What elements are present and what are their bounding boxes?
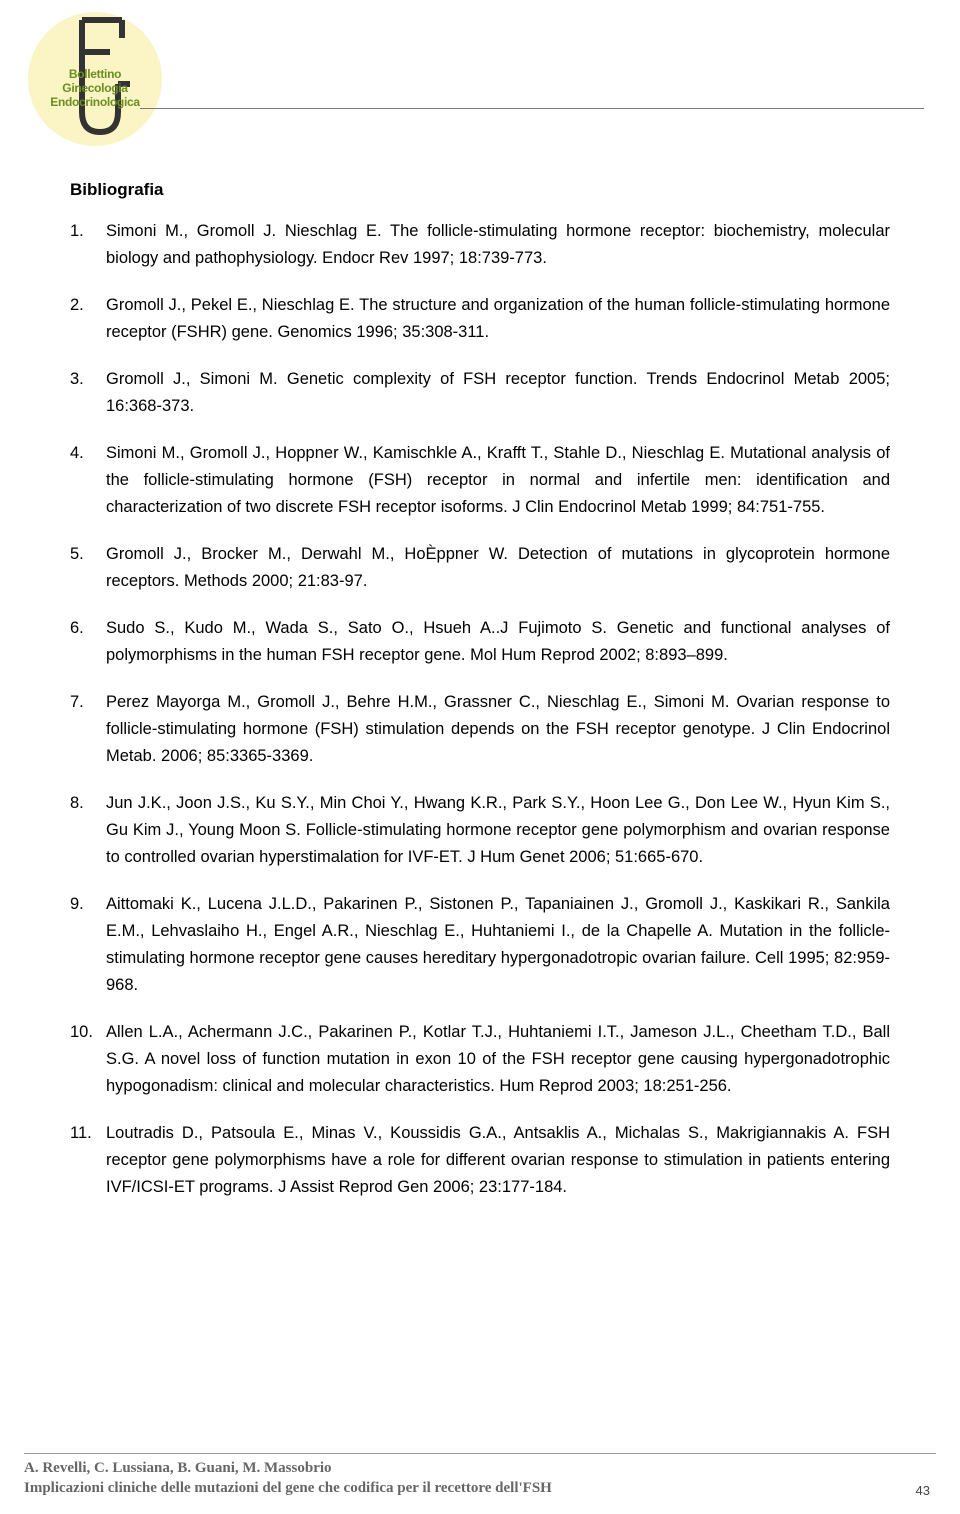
footer-title: Implicazioni cliniche delle mutazioni de… (24, 1478, 936, 1498)
journal-logo: Bollettino Ginecologia Endocrinologica (28, 12, 162, 146)
bibliography-item: 5.Gromoll J., Brocker M., Derwahl M., Ho… (70, 541, 890, 595)
content: Bibliografia 1.Simoni M., Gromoll J. Nie… (70, 180, 890, 1201)
item-text: Loutradis D., Patsoula E., Minas V., Kou… (106, 1124, 890, 1196)
logo-line2: Ginecologia (62, 81, 127, 95)
item-text: Gromoll J., Pekel E., Nieschlag E. The s… (106, 296, 890, 341)
logo-text: Bollettino Ginecologia Endocrinologica (28, 67, 162, 109)
item-text: Gromoll J., Brocker M., Derwahl M., HoÈp… (106, 545, 890, 590)
item-number: 1. (70, 218, 100, 245)
item-text: Simoni M., Gromoll J., Hoppner W., Kamis… (106, 444, 890, 516)
bibliography-item: 11.Loutradis D., Patsoula E., Minas V., … (70, 1120, 890, 1201)
item-number: 4. (70, 440, 100, 467)
page-number: 43 (916, 1483, 930, 1498)
item-number: 7. (70, 689, 100, 716)
bibliography-item: 3.Gromoll J., Simoni M. Genetic complexi… (70, 366, 890, 420)
bibliography-item: 6.Sudo S., Kudo M., Wada S., Sato O., Hs… (70, 615, 890, 669)
item-text: Aittomaki K., Lucena J.L.D., Pakarinen P… (106, 895, 890, 994)
item-number: 2. (70, 292, 100, 319)
bibliography-list: 1.Simoni M., Gromoll J. Nieschlag E. The… (70, 218, 890, 1201)
item-number: 6. (70, 615, 100, 642)
bibliography-item: 10.Allen L.A., Achermann J.C., Pakarinen… (70, 1019, 890, 1100)
item-text: Jun J.K., Joon J.S., Ku S.Y., Min Choi Y… (106, 794, 890, 866)
item-text: Perez Mayorga M., Gromoll J., Behre H.M.… (106, 693, 890, 765)
footer-rule (24, 1453, 936, 1454)
item-number: 5. (70, 541, 100, 568)
bibliography-item: 2.Gromoll J., Pekel E., Nieschlag E. The… (70, 292, 890, 346)
bibliography-item: 4.Simoni M., Gromoll J., Hoppner W., Kam… (70, 440, 890, 521)
item-text: Sudo S., Kudo M., Wada S., Sato O., Hsue… (106, 619, 890, 664)
item-number: 3. (70, 366, 100, 393)
footer-authors: A. Revelli, C. Lussiana, B. Guani, M. Ma… (24, 1458, 936, 1478)
bibliography-item: 8.Jun J.K., Joon J.S., Ku S.Y., Min Choi… (70, 790, 890, 871)
header-rule (140, 108, 924, 109)
item-text: Simoni M., Gromoll J. Nieschlag E. The f… (106, 222, 890, 267)
item-number: 10. (70, 1019, 100, 1046)
footer: A. Revelli, C. Lussiana, B. Guani, M. Ma… (24, 1453, 936, 1498)
item-number: 11. (70, 1120, 100, 1147)
page: Bollettino Ginecologia Endocrinologica B… (0, 0, 960, 1514)
bibliography-item: 7.Perez Mayorga M., Gromoll J., Behre H.… (70, 689, 890, 770)
logo-line1: Bollettino (69, 67, 121, 81)
bibliography-item: 9.Aittomaki K., Lucena J.L.D., Pakarinen… (70, 891, 890, 999)
item-text: Allen L.A., Achermann J.C., Pakarinen P.… (106, 1023, 890, 1095)
item-text: Gromoll J., Simoni M. Genetic complexity… (106, 370, 890, 415)
logo-line3: Endocrinologica (50, 95, 140, 109)
bibliography-item: 1.Simoni M., Gromoll J. Nieschlag E. The… (70, 218, 890, 272)
item-number: 8. (70, 790, 100, 817)
item-number: 9. (70, 891, 100, 918)
bibliography-heading: Bibliografia (70, 180, 890, 200)
